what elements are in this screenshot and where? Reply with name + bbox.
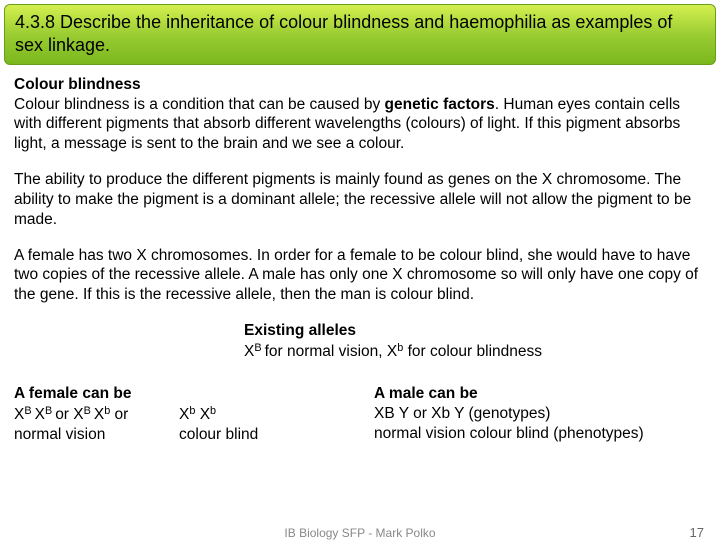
f-or2: or [110, 406, 128, 423]
f-b2: b [189, 405, 195, 417]
existing-pre: X [244, 343, 254, 360]
f-x2: X [35, 406, 45, 423]
f-or1: or [55, 406, 73, 423]
existing-end: for colour blindness [403, 343, 542, 360]
header-title: 4.3.8 Describe the inheritance of colour… [15, 11, 705, 58]
existing-supB: B [254, 342, 264, 354]
f-b1: b [104, 405, 110, 417]
genotype-columns: A female can be XB XB or XB Xb or normal… [0, 384, 720, 445]
section1-heading: Colour blindness [14, 76, 141, 93]
f-x3: X [73, 406, 83, 423]
alleles-section: Existing alleles XB for normal vision, X… [0, 321, 720, 362]
f-B2: B [45, 405, 55, 417]
section3-p: A female has two X chromosomes. In order… [14, 247, 698, 304]
section1-p1b: genetic factors [385, 96, 495, 113]
content-body: Colour blindness Colour blindness is a c… [0, 69, 720, 305]
f-x6: X [200, 406, 210, 423]
female-row2a: normal vision [14, 426, 105, 443]
footer-text: IB Biology SFP - Mark Polko [0, 526, 720, 540]
f-B3: B [84, 405, 94, 417]
male-line2: XB Y or Xb Y (genotypes) [374, 405, 550, 422]
existing-supb: b [397, 342, 403, 354]
f-b3: b [210, 405, 216, 417]
male-column: A male can be XB Y or Xb Y (genotypes) n… [374, 384, 706, 445]
section2: The ability to produce the different pig… [14, 170, 706, 229]
existing-mid: for normal vision, X [265, 343, 398, 360]
male-line3: normal vision colour blind (phenotypes) [374, 425, 644, 442]
section1-p1a: Colour blindness is a condition that can… [14, 96, 385, 113]
existing-title: Existing alleles [244, 322, 356, 339]
footer-page: 17 [690, 525, 704, 540]
female-col-b: Xb Xb colour blind [179, 384, 289, 445]
f-x1: X [14, 406, 24, 423]
section3: A female has two X chromosomes. In order… [14, 246, 706, 305]
f-B1: B [24, 405, 34, 417]
section2-p: The ability to produce the different pig… [14, 171, 691, 228]
header-box: 4.3.8 Describe the inheritance of colour… [4, 4, 716, 65]
existing-alleles: Existing alleles XB for normal vision, X… [244, 321, 706, 362]
male-title: A male can be [374, 385, 478, 402]
female-title: A female can be [14, 385, 131, 402]
f-x5: X [179, 406, 189, 423]
female-row2b: colour blind [179, 426, 258, 443]
female-column: A female can be XB XB or XB Xb or normal… [14, 384, 374, 445]
section-colour-blindness: Colour blindness Colour blindness is a c… [14, 75, 706, 154]
female-col-a: A female can be XB XB or XB Xb or normal… [14, 384, 179, 445]
f-x4: X [94, 406, 104, 423]
